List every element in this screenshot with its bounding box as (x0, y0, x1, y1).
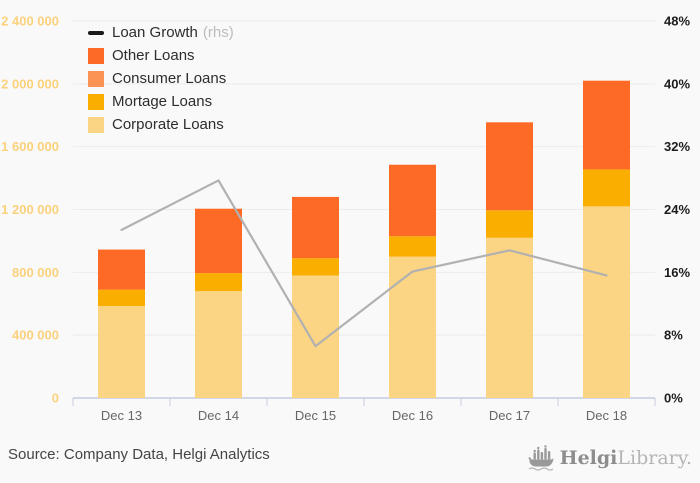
x-axis-category-label: Dec 13 (101, 408, 142, 423)
bar-segment-mortage-loans-dec-16 (389, 236, 436, 257)
left-axis-tick-label: 0 (52, 391, 59, 406)
bar-segment-corporate-loans-dec-17 (486, 237, 533, 398)
logo-text-helgi: Helgi (559, 446, 618, 469)
bar-segment-mortage-loans-dec-15 (292, 258, 339, 276)
mortage-loans-swatch-icon (88, 93, 104, 110)
bar-segment-corporate-loans-dec-18 (583, 206, 630, 398)
right-axis-tick-label: 32% (664, 139, 690, 154)
right-axis-tick-label: 16% (664, 265, 690, 280)
bar-segment-mortage-loans-dec-13 (98, 289, 145, 307)
legend-item-consumer-loans[interactable]: Consumer Loans (88, 70, 234, 87)
right-axis-tick-label: 8% (664, 328, 683, 343)
bar-segment-mortage-loans-dec-18 (583, 169, 630, 207)
right-axis-tick-label: 40% (664, 76, 690, 91)
legend-item-other-loans[interactable]: Other Loans (88, 47, 234, 64)
other-loans-swatch-icon (88, 47, 104, 64)
legend-label: Corporate Loans (112, 116, 224, 133)
bar-segment-corporate-loans-dec-14 (195, 291, 242, 398)
bar-segment-other-loans-dec-14 (195, 208, 242, 274)
x-axis-category-label: Dec 17 (489, 408, 530, 423)
loans-stacked-chart: 2 400 000 48% 2 000 000 40% 1 600 000 32% 1 20… (1, 14, 690, 424)
legend-label: Consumer Loans (112, 70, 227, 87)
legend-label: Loan Growth (112, 24, 198, 41)
bar-segment-corporate-loans-dec-13 (98, 306, 145, 398)
bar-segment-other-loans-dec-17 (486, 122, 533, 211)
logo-text-library: Library. (617, 446, 692, 469)
right-axis-tick-label: 0% (664, 391, 683, 406)
loan-growth-line-swatch (88, 30, 104, 35)
legend-item-mortage-loans[interactable]: Mortage Loans (88, 93, 234, 110)
right-axis-tick-label: 24% (664, 202, 690, 217)
viking-ship-barchart-icon (528, 445, 554, 471)
bar-segment-mortage-loans-dec-14 (195, 273, 242, 292)
right-axis-tick-label: 48% (664, 14, 690, 29)
x-axis-category-label: Dec 15 (295, 408, 336, 423)
bar-segment-other-loans-dec-18 (583, 80, 630, 170)
left-axis-tick-label: 2 000 000 (1, 76, 59, 91)
bar-segment-corporate-loans-dec-15 (292, 275, 339, 398)
legend-label: Other Loans (112, 47, 195, 64)
legend-item-loan-growth[interactable]: Loan Growth (rhs) (88, 24, 234, 41)
corporate-loans-swatch-icon (88, 116, 104, 133)
legend-item-corporate-loans[interactable]: Corporate Loans (88, 116, 234, 133)
x-axis-category-label: Dec 18 (586, 408, 627, 423)
bar-segment-other-loans-dec-16 (389, 164, 436, 237)
left-axis-tick-label: 1 600 000 (1, 139, 59, 154)
left-axis-tick-label: 1 200 000 (1, 202, 59, 217)
legend-rhs-note: (rhs) (202, 24, 234, 41)
source-attribution: Source: Company Data, Helgi Analytics (8, 446, 270, 463)
loan-growth-line (120, 179, 608, 348)
left-axis-tick-label: 2 400 000 (1, 14, 59, 29)
consumer-loans-swatch-icon (88, 70, 104, 87)
left-axis-tick-label: 400 000 (12, 328, 59, 343)
bar-segment-other-loans-dec-13 (98, 249, 145, 290)
bar-segment-mortage-loans-dec-17 (486, 210, 533, 238)
left-axis-tick-label: 800 000 (12, 265, 59, 280)
x-axis-category-label: Dec 14 (198, 408, 239, 423)
x-axis-category-label: Dec 16 (392, 408, 433, 423)
chart-legend: Loan Growth (rhs) Other Loans Consumer L… (88, 24, 234, 133)
bar-segment-other-loans-dec-15 (292, 196, 339, 259)
helgi-library-logo: Helgi Library. (527, 444, 692, 471)
legend-label: Mortage Loans (112, 93, 213, 110)
bar-segment-corporate-loans-dec-16 (389, 256, 436, 398)
